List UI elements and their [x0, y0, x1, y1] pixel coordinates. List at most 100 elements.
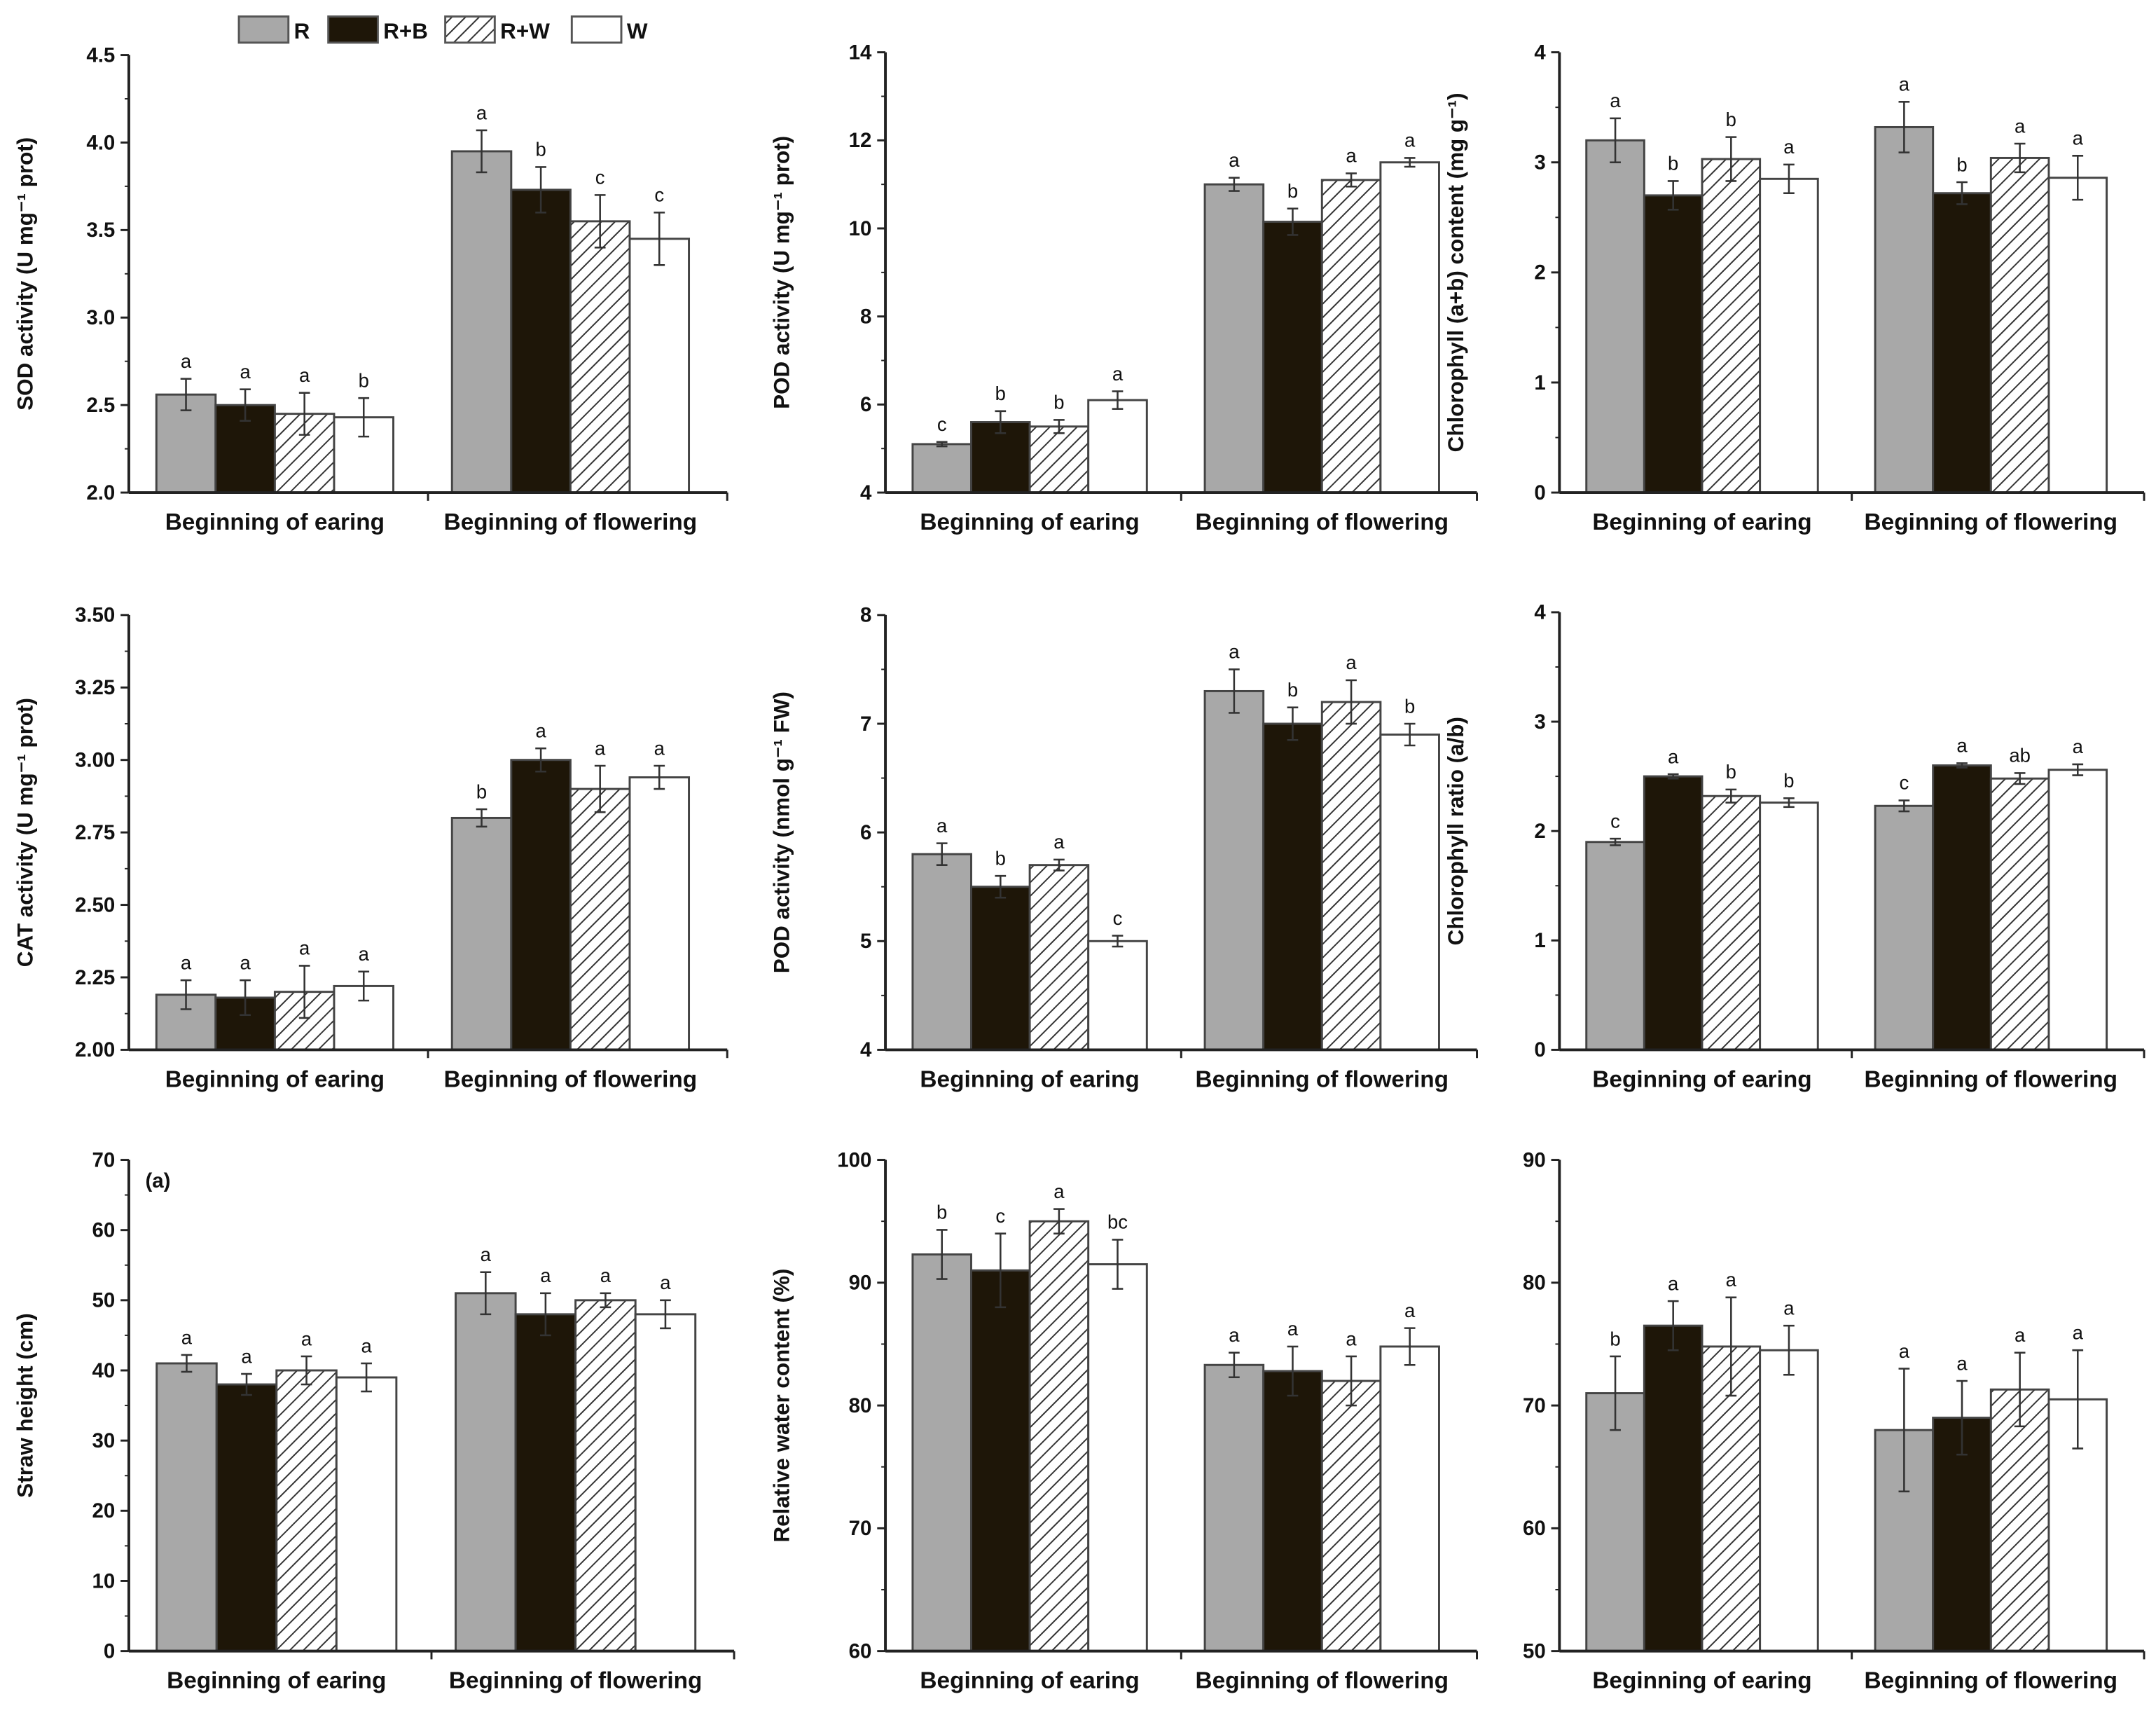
bar	[1643, 194, 1704, 494]
error-bar	[1404, 157, 1416, 168]
x-category-label: Beginning of earing	[165, 509, 385, 535]
panel-annotation: (a)	[146, 1169, 171, 1192]
x-category-label: Beginning of flowering	[1865, 509, 2118, 535]
significance-letter: b	[1726, 761, 1736, 783]
y-tick-label: 80	[1523, 1272, 1546, 1295]
error-bar	[535, 747, 546, 773]
y-tick-label: 10	[92, 1569, 116, 1592]
significance-letter: a	[1053, 831, 1065, 853]
significance-letter: a	[2073, 1321, 2084, 1343]
bar	[634, 1313, 697, 1653]
significance-letter: a	[1610, 90, 1621, 111]
y-tick-label: 6	[860, 393, 871, 416]
error-bar	[476, 129, 488, 174]
bar	[1262, 221, 1323, 494]
legend-swatch-R	[237, 15, 290, 44]
significance-letter: a	[301, 1328, 312, 1349]
y-tick-label: 4	[1534, 601, 1546, 624]
x-category-label: Beginning of flowering	[1865, 1066, 2118, 1092]
bar	[1320, 179, 1382, 494]
error-bar	[660, 1299, 671, 1330]
significance-letter: b	[359, 369, 369, 391]
significance-letter: b	[1610, 1328, 1620, 1349]
y-tick-label: 2	[1534, 261, 1545, 284]
significance-letter: a	[1668, 745, 1679, 767]
error-bar	[1346, 172, 1357, 188]
bar	[1932, 192, 1992, 494]
significance-letter: b	[1726, 109, 1736, 130]
y-tick-label: 4.0	[86, 131, 115, 154]
y-tick-label: 50	[1523, 1639, 1546, 1663]
significance-letter: b	[1668, 153, 1678, 174]
significance-letter: a	[241, 1345, 252, 1367]
significance-letter: a	[1346, 1328, 1357, 1349]
bar	[2047, 177, 2108, 494]
significance-letter: a	[2073, 736, 2084, 757]
error-bar	[358, 970, 370, 1002]
y-axis-label: POD activity (nmol g⁻¹ FW)	[770, 692, 794, 973]
significance-letter: a	[1346, 145, 1357, 167]
y-tick-label: 60	[92, 1219, 116, 1242]
error-bar	[240, 979, 251, 1017]
y-tick-label: 3.25	[75, 676, 115, 699]
y-tick-label: 3.0	[86, 306, 115, 329]
x-category-label: Beginning of flowering	[444, 509, 698, 535]
y-tick-label: 10	[849, 217, 872, 240]
significance-letter: a	[1287, 1318, 1299, 1340]
error-bar	[1783, 797, 1795, 809]
error-bar	[2072, 763, 2084, 776]
y-tick-label: 60	[849, 1639, 872, 1663]
bar	[215, 1383, 278, 1653]
bar	[970, 1269, 1031, 1653]
bar	[1643, 775, 1704, 1051]
significance-letter: a	[2015, 1324, 2026, 1346]
significance-letter: a	[600, 1265, 611, 1286]
significance-letter: ab	[2009, 745, 2031, 766]
significance-letter: a	[660, 1272, 671, 1293]
error-bar	[936, 441, 948, 448]
significance-letter: c	[995, 1205, 1005, 1227]
error-bar	[1053, 1208, 1065, 1234]
bar	[569, 220, 631, 494]
legend-label: R	[294, 19, 310, 43]
bar	[1701, 158, 1762, 494]
y-tick-label: 3.50	[75, 604, 115, 627]
error-bar	[1956, 762, 1968, 769]
error-bar	[240, 388, 251, 422]
chart-panel: b a c a a a bc a 60 70 80 90 100 Beginning of earing B…	[770, 1148, 1478, 1694]
significance-letter: a	[361, 1335, 372, 1356]
x-category-label: Beginning of flowering	[449, 1668, 703, 1694]
significance-letter: a	[1229, 149, 1240, 171]
error-bar	[480, 1271, 492, 1316]
y-tick-label: 4	[1534, 41, 1546, 64]
error-bar	[1725, 788, 1737, 804]
y-tick-label: 7	[860, 713, 871, 736]
error-bar	[1229, 1351, 1240, 1379]
error-bar	[936, 842, 948, 866]
y-tick-label: 3	[1534, 710, 1545, 734]
significance-letter: a	[1783, 136, 1795, 158]
significance-letter: a	[654, 737, 665, 759]
y-tick-label: 70	[1523, 1394, 1546, 1417]
bar	[1643, 1324, 1704, 1653]
x-category-label: Beginning of earing	[920, 1066, 1139, 1092]
error-bar	[1667, 1300, 1679, 1351]
error-bar	[1346, 679, 1357, 725]
legend: R R+B R+W W	[237, 15, 648, 44]
error-bar	[1346, 1355, 1357, 1407]
error-bar	[1956, 181, 1968, 205]
bar	[1585, 841, 1645, 1051]
y-tick-label: 4.5	[86, 43, 115, 67]
error-bar	[1404, 722, 1416, 747]
significance-letter: a	[535, 720, 546, 741]
y-tick-label: 70	[849, 1517, 872, 1540]
error-bar	[1898, 101, 1910, 153]
error-bar	[2072, 1349, 2084, 1450]
significance-letter: a	[937, 815, 948, 837]
error-bar	[241, 1373, 252, 1396]
y-tick-label: 2	[1534, 820, 1545, 843]
significance-letter: a	[476, 102, 488, 123]
significance-letter: b	[1404, 695, 1415, 717]
y-tick-label: 8	[860, 305, 871, 329]
